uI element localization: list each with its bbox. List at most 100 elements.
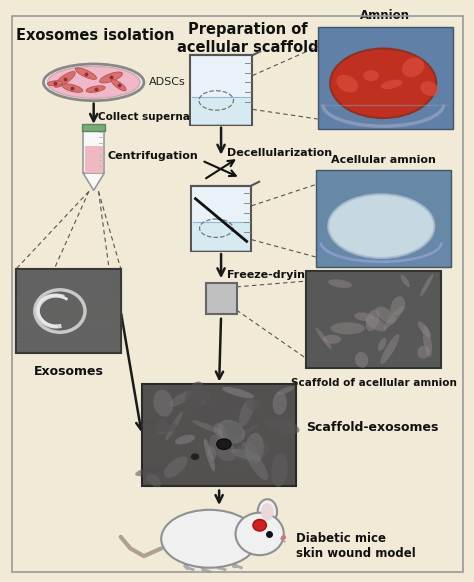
Ellipse shape xyxy=(165,411,183,440)
Text: Diabetic mice
skin wound model: Diabetic mice skin wound model xyxy=(296,533,416,560)
Ellipse shape xyxy=(246,398,260,410)
Ellipse shape xyxy=(245,432,264,464)
Text: ADSCs: ADSCs xyxy=(149,77,185,87)
Ellipse shape xyxy=(169,391,193,407)
Text: Preparation of
acellular scaffold: Preparation of acellular scaffold xyxy=(177,23,319,55)
Ellipse shape xyxy=(192,421,225,434)
FancyBboxPatch shape xyxy=(316,170,451,267)
FancyBboxPatch shape xyxy=(142,384,296,486)
Ellipse shape xyxy=(153,389,173,417)
Ellipse shape xyxy=(365,309,380,331)
Ellipse shape xyxy=(328,279,352,288)
FancyBboxPatch shape xyxy=(318,27,453,129)
Ellipse shape xyxy=(86,86,105,93)
Text: Freeze-drying: Freeze-drying xyxy=(227,270,313,281)
Ellipse shape xyxy=(383,306,405,329)
Text: Decellularization: Decellularization xyxy=(227,148,332,158)
Ellipse shape xyxy=(214,423,227,440)
FancyBboxPatch shape xyxy=(306,271,441,368)
Ellipse shape xyxy=(378,338,386,351)
Text: Centrifugation: Centrifugation xyxy=(107,151,198,161)
Ellipse shape xyxy=(44,64,144,101)
Ellipse shape xyxy=(420,274,433,296)
Ellipse shape xyxy=(258,499,277,524)
Ellipse shape xyxy=(54,72,75,87)
Ellipse shape xyxy=(277,386,294,395)
Ellipse shape xyxy=(47,81,63,86)
Ellipse shape xyxy=(246,449,268,480)
Ellipse shape xyxy=(420,81,438,96)
Ellipse shape xyxy=(142,420,177,432)
Ellipse shape xyxy=(210,434,236,462)
Ellipse shape xyxy=(191,392,205,406)
Ellipse shape xyxy=(222,387,254,398)
Text: Exosomes isolation: Exosomes isolation xyxy=(17,29,175,43)
FancyBboxPatch shape xyxy=(191,97,251,125)
FancyBboxPatch shape xyxy=(83,129,104,173)
FancyBboxPatch shape xyxy=(190,55,253,125)
Ellipse shape xyxy=(111,80,126,91)
Ellipse shape xyxy=(391,296,405,315)
Ellipse shape xyxy=(337,74,358,93)
FancyBboxPatch shape xyxy=(192,222,250,251)
Ellipse shape xyxy=(202,391,210,405)
Ellipse shape xyxy=(242,442,256,453)
Ellipse shape xyxy=(330,48,436,118)
FancyBboxPatch shape xyxy=(206,283,237,314)
Ellipse shape xyxy=(62,84,83,93)
Text: Exosomes: Exosomes xyxy=(34,365,103,378)
Ellipse shape xyxy=(236,513,284,555)
Ellipse shape xyxy=(75,68,97,79)
Ellipse shape xyxy=(263,417,300,434)
Ellipse shape xyxy=(175,435,195,445)
Ellipse shape xyxy=(185,382,205,411)
Ellipse shape xyxy=(272,453,288,487)
Text: Acellular amnion: Acellular amnion xyxy=(331,155,436,165)
Ellipse shape xyxy=(217,439,231,449)
Ellipse shape xyxy=(354,313,374,321)
Ellipse shape xyxy=(253,520,266,531)
Ellipse shape xyxy=(316,328,332,350)
Ellipse shape xyxy=(231,449,261,460)
Ellipse shape xyxy=(323,335,341,344)
Ellipse shape xyxy=(273,392,287,415)
Ellipse shape xyxy=(355,352,368,368)
FancyBboxPatch shape xyxy=(82,124,105,130)
Ellipse shape xyxy=(217,420,245,443)
Ellipse shape xyxy=(241,391,256,401)
Ellipse shape xyxy=(261,503,273,520)
Ellipse shape xyxy=(146,473,161,487)
Text: Scaffold-exosomes: Scaffold-exosomes xyxy=(306,421,438,434)
Ellipse shape xyxy=(100,72,122,83)
FancyBboxPatch shape xyxy=(84,146,103,173)
Ellipse shape xyxy=(204,438,215,471)
Ellipse shape xyxy=(213,403,241,429)
Ellipse shape xyxy=(228,461,263,471)
FancyBboxPatch shape xyxy=(17,268,121,353)
Polygon shape xyxy=(83,173,104,190)
Ellipse shape xyxy=(381,80,402,89)
Ellipse shape xyxy=(135,467,160,476)
Text: Collect supernatant: Collect supernatant xyxy=(98,112,214,122)
Ellipse shape xyxy=(365,317,387,331)
Ellipse shape xyxy=(402,58,424,77)
Ellipse shape xyxy=(376,307,396,324)
Ellipse shape xyxy=(330,322,365,334)
Ellipse shape xyxy=(230,424,258,443)
Ellipse shape xyxy=(161,510,258,567)
Text: Scaffold of acellular amnion: Scaffold of acellular amnion xyxy=(291,378,456,388)
Ellipse shape xyxy=(208,446,216,460)
Ellipse shape xyxy=(47,66,140,98)
Ellipse shape xyxy=(164,456,188,478)
Ellipse shape xyxy=(233,441,269,462)
Ellipse shape xyxy=(328,194,434,258)
Ellipse shape xyxy=(401,275,410,287)
Ellipse shape xyxy=(222,423,242,442)
Ellipse shape xyxy=(423,326,432,357)
Ellipse shape xyxy=(191,453,200,460)
Text: Amnion: Amnion xyxy=(360,9,410,23)
Ellipse shape xyxy=(418,321,431,338)
Ellipse shape xyxy=(381,334,400,364)
Ellipse shape xyxy=(418,346,430,359)
Ellipse shape xyxy=(363,70,379,81)
